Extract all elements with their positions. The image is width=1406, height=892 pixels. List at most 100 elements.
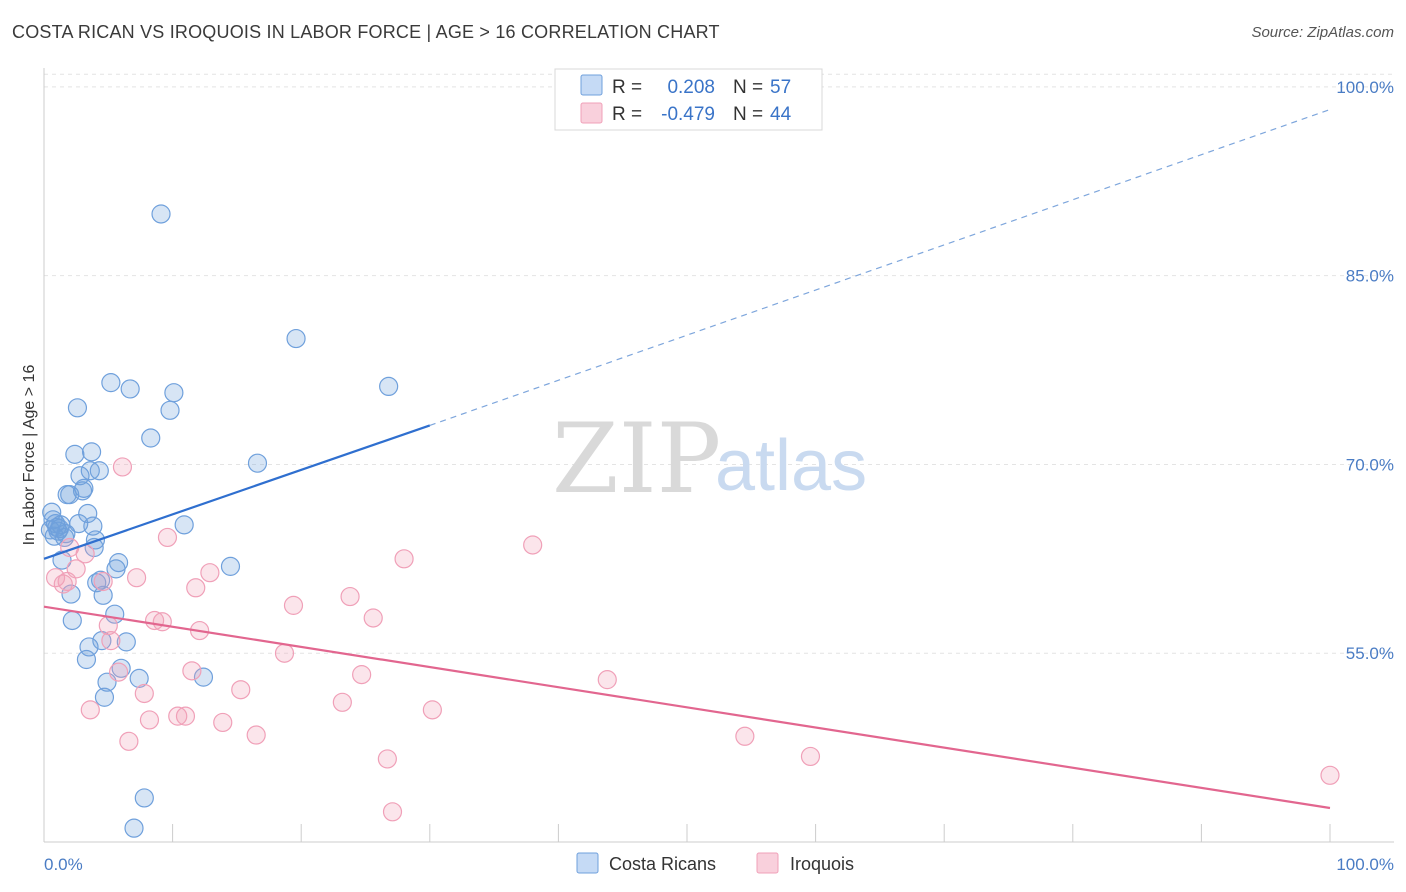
axes — [43, 68, 1394, 843]
data-point — [377, 749, 397, 769]
legend-r-label-2: R = — [612, 104, 642, 125]
bottom-legend-label-iroquois: Iroquois — [790, 854, 854, 874]
data-point — [193, 667, 214, 687]
data-point — [93, 585, 113, 605]
data-points — [40, 204, 1340, 838]
data-point — [126, 568, 147, 588]
data-point — [735, 726, 755, 746]
data-point — [182, 661, 202, 681]
data-point — [119, 731, 139, 751]
x-tick-label-min: 0.0% — [44, 855, 83, 874]
x-ticks — [43, 824, 1331, 842]
data-point — [70, 466, 90, 486]
data-point — [74, 478, 94, 498]
data-point — [213, 712, 233, 733]
data-point — [61, 584, 81, 604]
data-point — [340, 586, 360, 607]
x-tick-label-max: 100.0% — [1336, 855, 1394, 874]
data-point — [247, 453, 268, 473]
data-point — [200, 563, 220, 583]
data-point — [101, 373, 121, 393]
data-point — [108, 662, 129, 682]
legend-n-label-2: N = — [733, 104, 763, 125]
top-legend: R = 0.208 N = 57 R = -0.479 N = 44 — [554, 68, 823, 131]
data-point — [141, 428, 161, 448]
data-point — [116, 632, 136, 652]
data-point — [62, 610, 82, 631]
bottom-legend-swatch-costa-ricans — [576, 852, 599, 874]
y-tick-label: 55.0% — [1346, 644, 1394, 663]
data-point — [394, 549, 414, 569]
trend-line-costa-ricans — [43, 424, 431, 560]
data-point — [157, 527, 178, 548]
watermark-atlas: atlas — [715, 426, 867, 506]
data-point — [65, 444, 85, 464]
data-point — [124, 818, 144, 838]
data-point — [168, 706, 188, 726]
data-point — [101, 631, 121, 651]
data-point — [89, 461, 109, 481]
data-point — [382, 802, 403, 822]
trend-line-iroquois — [43, 605, 1331, 810]
legend-n-value-2: 44 — [770, 104, 792, 125]
data-point — [175, 706, 196, 726]
legend-r-label-1: R = — [612, 77, 642, 98]
data-point — [174, 515, 194, 535]
chart-title: COSTA RICAN VS IROQUOIS IN LABOR FORCE |… — [12, 22, 720, 42]
data-point — [523, 535, 543, 555]
watermark: ZIP atlas — [552, 403, 867, 515]
data-point — [246, 725, 266, 745]
data-point — [112, 457, 133, 477]
series-costa-ricans — [40, 204, 399, 838]
data-point — [352, 665, 372, 685]
y-tick-label: 85.0% — [1346, 267, 1394, 286]
data-point — [108, 553, 129, 573]
y-tick-label: 100.0% — [1336, 78, 1394, 97]
data-point — [160, 400, 180, 420]
legend-r-value-2: -0.479 — [661, 104, 715, 125]
data-point — [800, 746, 821, 767]
legend-n-label-1: N = — [733, 77, 763, 98]
data-point — [422, 700, 442, 720]
data-point — [60, 485, 80, 505]
data-point — [94, 687, 115, 707]
trend-line-costa-ricans-extension — [429, 108, 1331, 426]
data-point — [283, 595, 304, 615]
data-point — [78, 503, 98, 524]
y-axis-label: In Labor Force | Age > 16 — [21, 365, 38, 546]
data-point — [67, 398, 88, 418]
legend-n-value-1: 57 — [770, 77, 791, 98]
data-point — [76, 649, 97, 670]
legend-swatch-iroquois — [580, 102, 603, 124]
data-point — [139, 710, 160, 730]
data-point — [151, 204, 171, 224]
data-point — [134, 683, 154, 704]
data-point — [81, 442, 102, 462]
data-point — [129, 668, 149, 688]
bottom-legend-label-costa-ricans: Costa Ricans — [609, 854, 716, 874]
data-point — [80, 700, 100, 720]
data-point — [597, 670, 617, 690]
grid-lines — [44, 73, 1394, 654]
trend-lines — [43, 108, 1331, 810]
data-point — [134, 788, 154, 808]
watermark-zip: ZIP — [552, 403, 721, 515]
data-point — [286, 328, 306, 349]
data-point — [152, 612, 172, 632]
data-point — [379, 376, 399, 397]
data-point — [1320, 765, 1340, 785]
y-tick-labels: 55.0% 70.0% 85.0% 100.0% — [1336, 78, 1394, 663]
bottom-legend: Costa Ricans Iroquois — [576, 852, 854, 874]
data-point — [363, 608, 383, 628]
data-point — [231, 680, 251, 700]
legend-r-value-1: 0.208 — [667, 77, 715, 98]
data-point — [186, 578, 206, 598]
data-point — [274, 643, 295, 663]
data-point — [93, 571, 113, 592]
y-tick-label: 70.0% — [1346, 455, 1394, 474]
data-point — [120, 379, 140, 399]
legend-swatch-costa-ricans — [580, 74, 603, 96]
data-point — [66, 559, 86, 579]
source-label: Source: ZipAtlas.com — [1251, 24, 1394, 41]
